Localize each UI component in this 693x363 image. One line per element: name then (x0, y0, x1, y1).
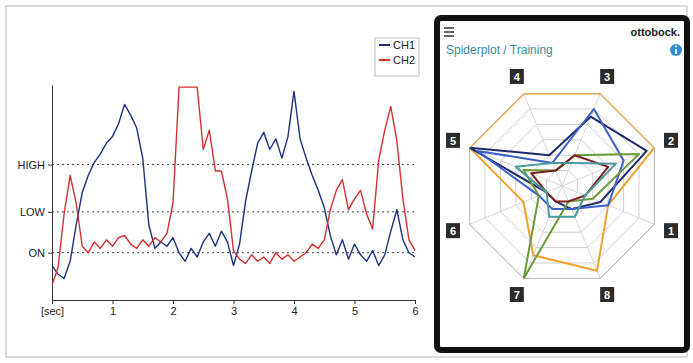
tick-label: 4 (291, 305, 297, 317)
category-label-box (510, 287, 524, 302)
legend-swatch (379, 44, 390, 46)
tick-mark (48, 212, 52, 213)
x-tick: 2 (170, 300, 176, 317)
tick-mark (48, 165, 52, 166)
menu-bar[interactable] (444, 35, 454, 37)
title: Spiderplot / Training (446, 43, 553, 57)
figure-frame (6, 6, 687, 357)
menu-bar[interactable] (444, 31, 454, 33)
tick-mark (415, 300, 416, 304)
tick-label: LOW (20, 206, 46, 218)
tick-mark (113, 300, 114, 304)
y-tick: ON (29, 247, 53, 259)
x-tick: [sec] (41, 300, 64, 317)
series-polygon (516, 163, 616, 217)
tick-label: 2 (170, 305, 176, 317)
category-label: 6 (450, 225, 456, 237)
x-tick: 4 (291, 300, 297, 317)
radar-chart: ottobock. Spiderplot / Training 1 2 3 4 5 6 7 8 (437, 18, 687, 350)
category-label: 2 (668, 135, 674, 147)
y-tick: HIGH (18, 159, 53, 171)
line-chart: ONLOWHIGH[sec]123456CH1CH2 (18, 38, 420, 317)
tick-label: HIGH (18, 159, 46, 171)
category-label: 7 (514, 289, 520, 301)
category-label: 8 (604, 289, 610, 301)
series-line (52, 87, 415, 285)
info-glyph[interactable] (675, 49, 677, 54)
info-circle[interactable] (670, 44, 682, 56)
tick-mark (234, 300, 235, 304)
tick-label: ON (29, 247, 46, 259)
legend-label: CH2 (393, 54, 415, 66)
tick-label: 1 (110, 305, 116, 317)
category-label: 5 (450, 135, 456, 147)
legend-swatch (379, 59, 390, 61)
category-label-box (600, 287, 614, 302)
y-axis: ON LOW HIGH (18, 86, 53, 301)
phone-frame (437, 18, 687, 350)
grid-line (52, 252, 415, 253)
series-polygon (470, 94, 655, 271)
category-label-box (664, 223, 678, 238)
series-polygon (477, 109, 623, 209)
grid-line (52, 211, 415, 212)
menu-bar[interactable] (444, 27, 454, 29)
x-tick: 3 (231, 300, 237, 317)
chart-root: ONLOWHIGH[sec]123456CH1CH2ottobock.Spide… (0, 0, 693, 363)
tick-mark (355, 300, 356, 304)
tick-mark (52, 300, 53, 304)
category-label-box (510, 69, 524, 84)
tick-mark (48, 253, 52, 254)
menu-icon[interactable] (444, 28, 454, 36)
x-axis: [sec] 1 2 3 4 5 6 (41, 300, 419, 317)
tick-mark (294, 300, 295, 304)
x-tick: 5 (352, 300, 358, 317)
category-label: 4 (514, 71, 521, 83)
legend: CH1CH2 (375, 38, 419, 76)
radial-axis-limit (470, 94, 655, 279)
grid-line (52, 164, 415, 165)
brand-logo: ottobock. (631, 26, 681, 38)
plot-area (470, 94, 655, 279)
category-label: 1 (668, 225, 674, 237)
y-tick: LOW (20, 206, 52, 218)
legend-box (375, 38, 419, 76)
category-label-box (600, 69, 614, 84)
tick-label: 5 (352, 305, 358, 317)
x-tick: 1 (110, 300, 116, 317)
category-label-box (446, 133, 460, 148)
info-glyph[interactable] (675, 45, 677, 47)
tick-label: 6 (412, 305, 418, 317)
figure: ONLOWHIGH[sec]123456CH1CH2ottobock.Spide… (0, 0, 693, 363)
spoke (562, 94, 600, 186)
tick-label: [sec] (41, 305, 64, 317)
plot-area (52, 87, 415, 285)
tick-label: 3 (231, 305, 237, 317)
category-label-box (446, 223, 460, 238)
category-label-box (664, 133, 678, 148)
category-label: 3 (604, 71, 610, 83)
grid-ring (470, 94, 655, 279)
info-icon[interactable] (670, 44, 682, 56)
series-polygon (524, 154, 639, 278)
x-tick: 6 (412, 300, 418, 317)
tick-mark (173, 300, 174, 304)
legend-label: CH1 (393, 39, 415, 51)
y-axis-line (52, 86, 53, 301)
